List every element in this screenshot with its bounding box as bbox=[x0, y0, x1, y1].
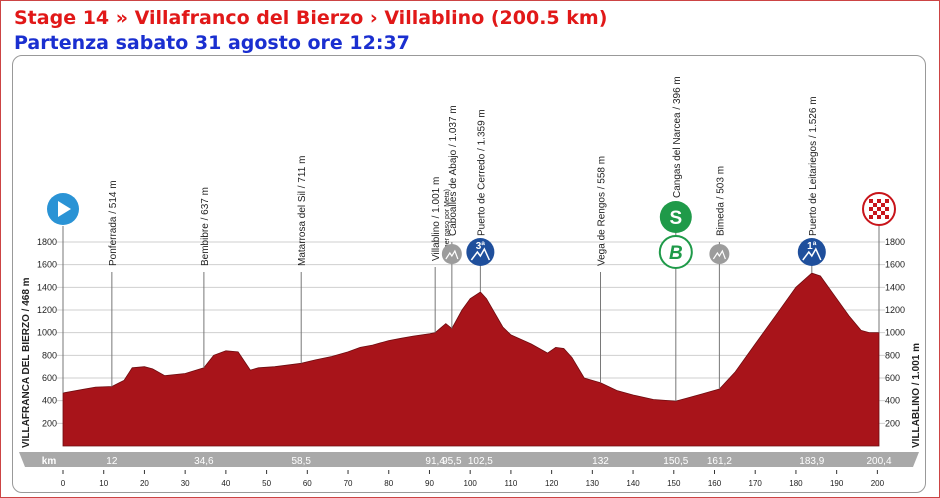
y-tick-label-left: 1400 bbox=[37, 282, 57, 292]
km-band bbox=[19, 452, 919, 467]
finish-label: VILLABLINO / 1.001 m bbox=[911, 343, 922, 448]
y-tick-label-left: 1000 bbox=[37, 328, 57, 338]
y-tick-label-right: 600 bbox=[885, 373, 900, 383]
y-tick-label-left: 1800 bbox=[37, 237, 57, 247]
x-tick-label: 160 bbox=[708, 479, 722, 488]
bonus-badge-icon bbox=[709, 244, 730, 264]
waypoint-label: Matarrosa del Sil / 711 m bbox=[297, 156, 308, 266]
finish-check bbox=[869, 207, 873, 211]
km-marker: 58,5 bbox=[291, 456, 311, 467]
climb-category: 1ª bbox=[807, 241, 817, 252]
y-tick-label-left: 1600 bbox=[37, 260, 57, 270]
x-tick-label: 20 bbox=[140, 479, 149, 488]
y-tick-label-right: 400 bbox=[885, 396, 900, 406]
y-tick-label-left: 200 bbox=[42, 418, 57, 428]
x-tick-label: 60 bbox=[303, 479, 312, 488]
bonus-badge-icon bbox=[441, 244, 462, 264]
finish-check bbox=[885, 199, 889, 203]
x-tick-label: 180 bbox=[789, 479, 803, 488]
bonus-mountain-icon bbox=[445, 249, 459, 260]
x-tick-label: 190 bbox=[830, 479, 844, 488]
waypoint-label: Caboalles de Abajo / 1.037 m bbox=[448, 105, 459, 236]
finish-check bbox=[869, 199, 873, 203]
mountain-icon bbox=[470, 247, 491, 261]
x-tick-label: 100 bbox=[464, 479, 478, 488]
climb-category: 3ª bbox=[476, 241, 486, 252]
x-tick-label: 140 bbox=[626, 479, 640, 488]
bonus-letter: B bbox=[669, 243, 683, 264]
finish-check bbox=[881, 211, 885, 215]
waypoint-label: Puerto de Cerredo / 1.359 m bbox=[476, 109, 487, 236]
sprint-badge-icon bbox=[659, 201, 692, 233]
bonus-seconds-badge-icon bbox=[658, 235, 693, 269]
waypoint-label: Bimeda / 503 m bbox=[715, 166, 726, 236]
y-tick-label-left: 1200 bbox=[37, 305, 57, 315]
waypoint-label: Puerto de Leitariegos / 1.526 m bbox=[808, 96, 819, 236]
elevation-area bbox=[62, 272, 880, 447]
km-marker: 91,4 bbox=[425, 456, 445, 467]
x-tick-label: 90 bbox=[425, 479, 434, 488]
x-tick-label: 120 bbox=[545, 479, 559, 488]
stage-title: Stage 14 » Villafranco del Bierzo › Vill… bbox=[14, 7, 608, 29]
sprint-letter: S bbox=[669, 208, 682, 229]
y-tick-label-right: 1200 bbox=[885, 305, 905, 315]
km-marker: 95,5 bbox=[442, 456, 462, 467]
start-label: VILLAFRANCA DEL BIERZO / 468 m bbox=[21, 277, 32, 448]
km-marker: 161,2 bbox=[707, 456, 732, 467]
finish-check bbox=[877, 207, 881, 211]
play-arrow-icon bbox=[58, 201, 71, 217]
waypoint-label: Cangas del Narcea / 396 m bbox=[672, 76, 683, 198]
waypoint-label: Bembibre / 637 m bbox=[200, 187, 211, 266]
km-marker: 150,5 bbox=[663, 456, 688, 467]
finish-check bbox=[869, 215, 873, 219]
finish-check bbox=[885, 207, 889, 211]
km-marker: 34,6 bbox=[194, 456, 214, 467]
y-tick-label-left: 800 bbox=[42, 350, 57, 360]
km-marker: 102,5 bbox=[468, 456, 493, 467]
y-tick-label-right: 1400 bbox=[885, 282, 905, 292]
x-tick-label: 0 bbox=[61, 479, 66, 488]
x-tick-label: 70 bbox=[344, 479, 353, 488]
finish-check bbox=[881, 203, 885, 207]
x-tick-label: 110 bbox=[505, 479, 518, 488]
bonus-mountain-icon bbox=[712, 249, 726, 260]
x-tick-label: 130 bbox=[586, 479, 600, 488]
waypoint-sublabel: (Primer paso por Meta) bbox=[444, 189, 451, 261]
start-time-subtitle: Partenza sabato 31 agosto ore 12:37 bbox=[14, 32, 410, 54]
x-tick-label: 200 bbox=[871, 479, 885, 488]
km-marker: 132 bbox=[592, 456, 609, 467]
km-marker: 183,9 bbox=[799, 456, 824, 467]
y-tick-label-left: 600 bbox=[42, 373, 57, 383]
waypoint-label: Vega de Rengos / 558 m bbox=[596, 156, 607, 266]
x-tick-label: 80 bbox=[384, 479, 393, 488]
finish-check bbox=[877, 215, 881, 219]
y-tick-label-right: 1000 bbox=[885, 328, 905, 338]
x-tick-label: 50 bbox=[262, 479, 271, 488]
km-band-label: km bbox=[42, 456, 57, 467]
x-tick-label: 150 bbox=[667, 479, 681, 488]
finish-check bbox=[873, 203, 877, 207]
x-tick-label: 170 bbox=[749, 479, 763, 488]
y-tick-label-right: 1800 bbox=[885, 237, 905, 247]
finish-check bbox=[885, 215, 889, 219]
finish-check bbox=[877, 199, 881, 203]
finish-check bbox=[873, 211, 877, 215]
y-tick-label-right: 200 bbox=[885, 418, 900, 428]
y-tick-label-left: 400 bbox=[42, 396, 57, 406]
x-tick-label: 40 bbox=[221, 479, 230, 488]
waypoint-label: Villablino / 1.001 m bbox=[431, 177, 442, 261]
km-marker: 12 bbox=[106, 456, 118, 467]
x-tick-label: 30 bbox=[181, 479, 190, 488]
stage-profile-panel: 200 200 400 400 600 600 800 800 1000 1000 1200 1200… bbox=[12, 55, 926, 493]
y-tick-label-right: 1600 bbox=[885, 260, 905, 270]
y-tick-label-right: 800 bbox=[885, 350, 900, 360]
x-tick-label: 10 bbox=[99, 479, 108, 488]
climb-badge-icon bbox=[466, 238, 495, 266]
waypoint-label: Ponferrada / 514 m bbox=[108, 180, 119, 266]
km-marker: 200,4 bbox=[866, 456, 891, 467]
climb-badge-icon bbox=[797, 238, 826, 266]
mountain-icon bbox=[802, 247, 822, 261]
